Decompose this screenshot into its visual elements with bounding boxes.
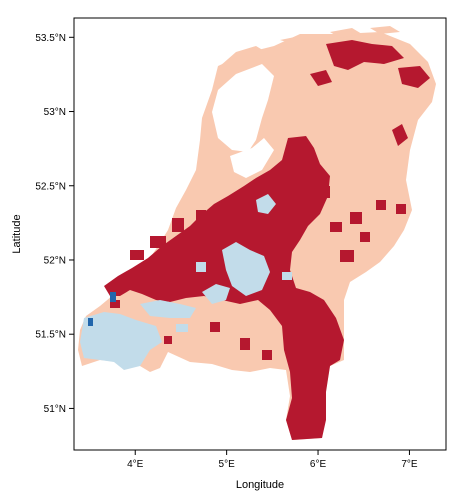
x-tick-label: 4°E — [127, 459, 144, 470]
y-tick-label: 51°N — [44, 404, 66, 415]
region-crimson — [210, 322, 220, 332]
region-lightblue — [222, 242, 270, 296]
region-water — [230, 138, 274, 178]
region-crimson — [360, 232, 370, 242]
region-lightblue — [80, 312, 162, 370]
region-lightblue — [202, 284, 230, 304]
y-tick-label: 53°N — [44, 107, 66, 118]
x-tick-label: 6°E — [310, 459, 327, 470]
y-axis-title: Latitude — [11, 214, 23, 253]
region-crimson — [340, 250, 354, 262]
region-lightblue — [282, 272, 292, 280]
region-crimson — [150, 236, 166, 248]
region-island — [280, 36, 310, 46]
region-blue — [88, 318, 93, 326]
region-crimson — [184, 238, 198, 248]
region-crimson — [376, 200, 386, 210]
region-crimson — [326, 40, 404, 70]
region-crimson — [398, 66, 430, 88]
region-crimson — [318, 186, 330, 198]
x-tick-label: 5°E — [219, 459, 236, 470]
plot-frame — [73, 17, 447, 451]
region-lightblue — [140, 300, 196, 318]
region-crimson — [130, 250, 144, 260]
x-axis-title: Longitude — [236, 479, 284, 491]
y-axis: 51°N 51.5°N 52°N 52.5°N 53°N 53.5°N — [35, 33, 74, 415]
region-lightblue — [256, 194, 276, 214]
region-crimson — [164, 336, 172, 344]
region-crimson — [196, 210, 206, 222]
region-blue — [110, 292, 116, 302]
x-tick-label: 7°E — [401, 459, 418, 470]
region-crimson — [350, 212, 362, 224]
region-crimson — [396, 204, 406, 214]
region-crimson — [330, 222, 342, 232]
region-crimson — [392, 124, 408, 146]
region-island — [220, 46, 266, 70]
y-tick-label: 52.5°N — [35, 181, 66, 192]
region-crimson — [210, 230, 220, 240]
y-tick-label: 52°N — [44, 255, 66, 266]
map-regions — [78, 26, 436, 440]
region-crimson — [172, 218, 184, 232]
region-lightblue — [196, 262, 206, 272]
x-axis: 4°E 5°E 6°E 7°E — [127, 450, 418, 470]
region-crimson — [310, 70, 332, 86]
region-crimson — [240, 338, 250, 350]
region-water — [212, 64, 274, 152]
y-tick-label: 53.5°N — [35, 33, 66, 44]
region-crimson — [262, 350, 272, 360]
region-lightblue — [176, 324, 188, 332]
region-island — [370, 26, 400, 34]
region-island — [330, 28, 362, 38]
region-crimson — [236, 222, 246, 232]
y-tick-label: 51.5°N — [35, 330, 66, 341]
region-crimson — [110, 300, 120, 308]
